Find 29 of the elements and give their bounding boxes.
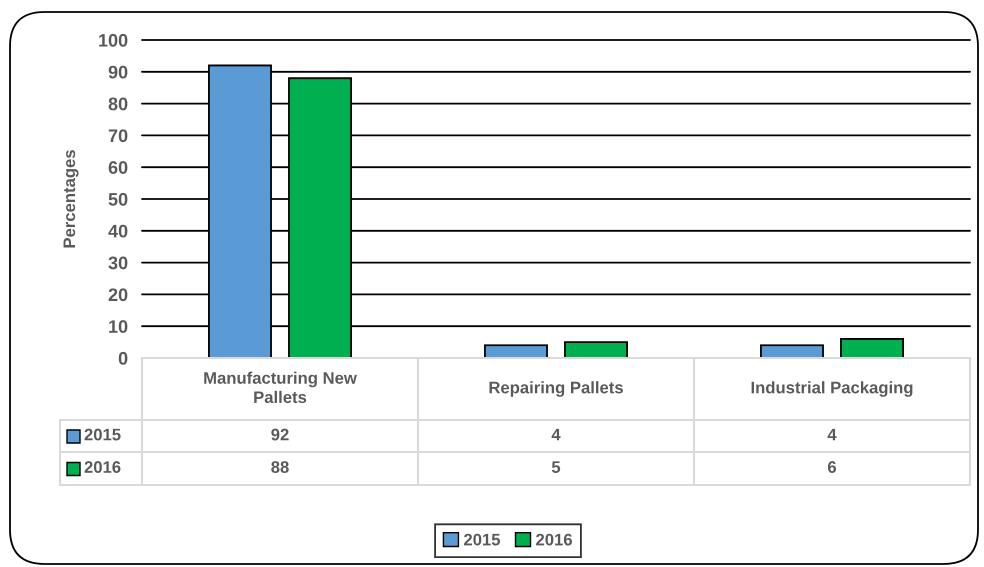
bar: [564, 341, 628, 358]
y-tick-label: 60: [108, 161, 128, 174]
data-label: 4: [828, 428, 837, 440]
bar: [760, 344, 824, 358]
data-label: 92: [271, 428, 289, 440]
bar: [840, 338, 904, 358]
y-axis-title: Percentages: [64, 150, 79, 248]
y-tick-label: 70: [108, 129, 128, 142]
legend-label: 2016: [536, 534, 572, 546]
data-label: 4: [552, 428, 561, 440]
x-tick-label: Industrial Packaging: [752, 381, 912, 397]
data-label: 5: [552, 461, 560, 473]
y-tick-label: 90: [108, 66, 128, 79]
y-tick-label: 80: [108, 98, 128, 110]
text: 2016: [84, 461, 120, 473]
legend-label: 2015: [84, 428, 121, 440]
data-label: 88: [271, 461, 289, 473]
y-tick-label: 0: [118, 352, 128, 365]
y-tick-label: 10: [109, 320, 128, 333]
x-tick-label: Repairing Pallets: [490, 381, 623, 397]
y-tick-label: 100: [99, 34, 128, 47]
y-tick-label: 40: [108, 224, 128, 238]
text: 2015: [464, 534, 500, 546]
data-label: 6: [828, 461, 836, 473]
bar: [484, 344, 548, 358]
y-tick-label: 30: [108, 256, 128, 270]
x-tick-label: Manufacturing New Pallets: [204, 372, 357, 404]
y-tick-label: 20: [108, 288, 128, 302]
y-tick-label: 50: [108, 192, 128, 206]
